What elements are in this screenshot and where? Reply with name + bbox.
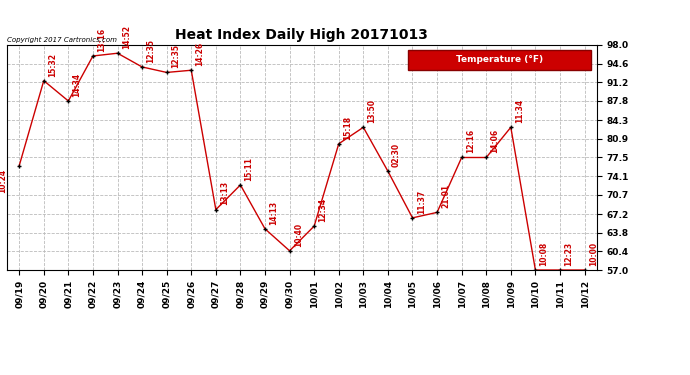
Point xyxy=(382,168,393,174)
Point xyxy=(333,141,344,147)
Text: 15:18: 15:18 xyxy=(343,116,352,140)
Text: 10:08: 10:08 xyxy=(540,242,549,266)
Point xyxy=(505,124,516,130)
Point xyxy=(38,78,49,84)
Text: 10:24: 10:24 xyxy=(0,168,7,193)
Point xyxy=(63,98,74,104)
Point xyxy=(358,124,369,130)
Text: 15:32: 15:32 xyxy=(48,53,57,76)
Point xyxy=(161,69,172,75)
Point xyxy=(112,50,123,56)
Point xyxy=(456,154,467,160)
Text: 12:35: 12:35 xyxy=(146,39,155,63)
Text: 14:06: 14:06 xyxy=(491,129,500,153)
Text: 10:40: 10:40 xyxy=(294,222,303,247)
Point xyxy=(555,267,566,273)
Text: 15:11: 15:11 xyxy=(244,157,254,181)
Point xyxy=(579,267,590,273)
Text: 14:52: 14:52 xyxy=(121,25,130,49)
Point xyxy=(481,154,492,160)
Point xyxy=(308,223,319,229)
Text: 14:26: 14:26 xyxy=(195,42,204,66)
FancyBboxPatch shape xyxy=(408,50,591,70)
Point xyxy=(431,209,442,215)
Point xyxy=(186,67,197,73)
Text: 13:13: 13:13 xyxy=(220,182,229,206)
Point xyxy=(530,267,541,273)
Text: 12:34: 12:34 xyxy=(318,198,327,222)
Text: 14:13: 14:13 xyxy=(269,201,278,225)
Text: 11:37: 11:37 xyxy=(417,189,426,214)
Text: 21:01: 21:01 xyxy=(441,184,451,208)
Text: Temperature (°F): Temperature (°F) xyxy=(456,55,543,64)
Text: 13:50: 13:50 xyxy=(368,99,377,123)
Point xyxy=(14,163,25,169)
Text: 14:34: 14:34 xyxy=(72,73,81,97)
Title: Heat Index Daily High 20171013: Heat Index Daily High 20171013 xyxy=(175,28,428,42)
Point xyxy=(137,64,148,70)
Point xyxy=(259,226,270,232)
Point xyxy=(284,248,295,254)
Text: 12:16: 12:16 xyxy=(466,129,475,153)
Text: 12:23: 12:23 xyxy=(564,242,573,266)
Point xyxy=(210,207,221,213)
Text: 02:30: 02:30 xyxy=(392,143,401,167)
Text: Copyright 2017 Cartronics.com: Copyright 2017 Cartronics.com xyxy=(7,37,117,43)
Point xyxy=(88,53,99,59)
Point xyxy=(407,215,418,221)
Text: 10:00: 10:00 xyxy=(589,242,598,266)
Text: 11:34: 11:34 xyxy=(515,99,524,123)
Text: 13:16: 13:16 xyxy=(97,28,106,52)
Point xyxy=(235,182,246,188)
Text: 12:35: 12:35 xyxy=(171,44,180,68)
